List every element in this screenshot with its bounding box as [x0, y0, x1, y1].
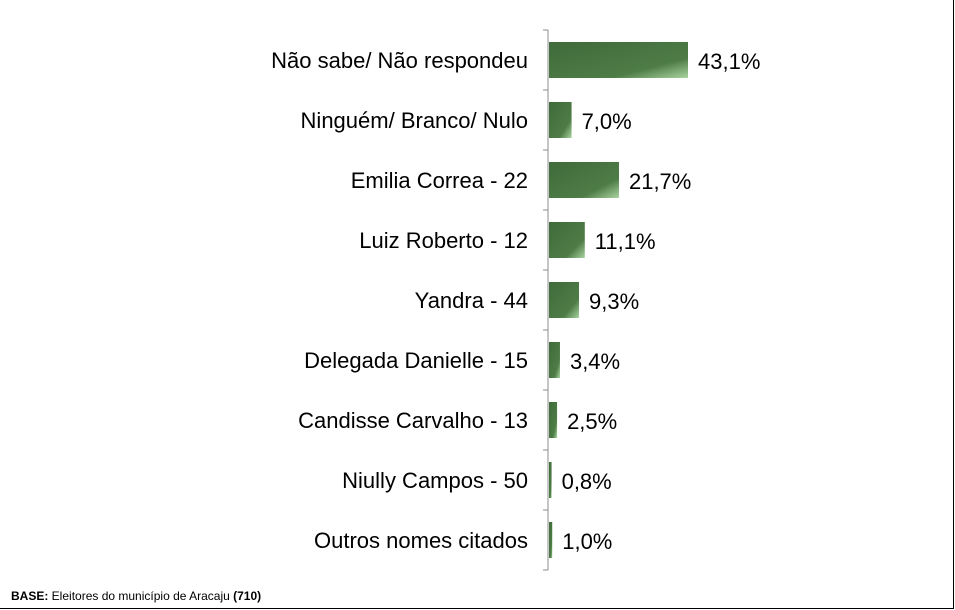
- bar: [549, 462, 552, 498]
- value-label: 21,7%: [629, 169, 691, 194]
- base-count: (710): [233, 589, 262, 603]
- value-label: 9,3%: [589, 289, 639, 314]
- bar: [549, 342, 560, 378]
- bar: [549, 42, 688, 78]
- bar-chart: Não sabe/ Não respondeu 43,1% Ninguém/ Bra…: [271, 29, 760, 571]
- value-label: 3,4%: [570, 349, 620, 374]
- category-label: Ninguém/ Branco/ Nulo: [301, 108, 528, 133]
- category-label: Candisse Carvalho - 13: [298, 408, 528, 433]
- value-label: 1,0%: [562, 529, 612, 554]
- bar: [549, 162, 619, 198]
- bar: [549, 522, 553, 558]
- bar: [549, 282, 579, 318]
- category-label: Yandra - 44: [415, 288, 528, 313]
- value-label: 2,5%: [567, 409, 617, 434]
- category-label: Delegada Danielle - 15: [304, 348, 528, 373]
- base-text: Eleitores do município de Aracaju: [48, 589, 234, 603]
- value-label: 11,1%: [595, 229, 656, 254]
- base-label: BASE:: [11, 589, 49, 603]
- base-footnote: BASE: Eleitores do município de Aracaju …: [11, 589, 261, 603]
- bar: [549, 222, 585, 258]
- category-label: Luiz Roberto - 12: [359, 228, 528, 253]
- category-label: Emilia Correa - 22: [351, 168, 528, 193]
- value-label: 0,8%: [562, 469, 612, 494]
- value-label: 43,1%: [698, 49, 760, 74]
- bar: [549, 402, 558, 438]
- value-label: 7,0%: [582, 109, 632, 134]
- category-label: Outros nomes citados: [314, 528, 528, 553]
- bar: [549, 102, 572, 138]
- category-label: Não sabe/ Não respondeu: [271, 48, 528, 73]
- category-label: Niully Campos - 50: [342, 468, 528, 493]
